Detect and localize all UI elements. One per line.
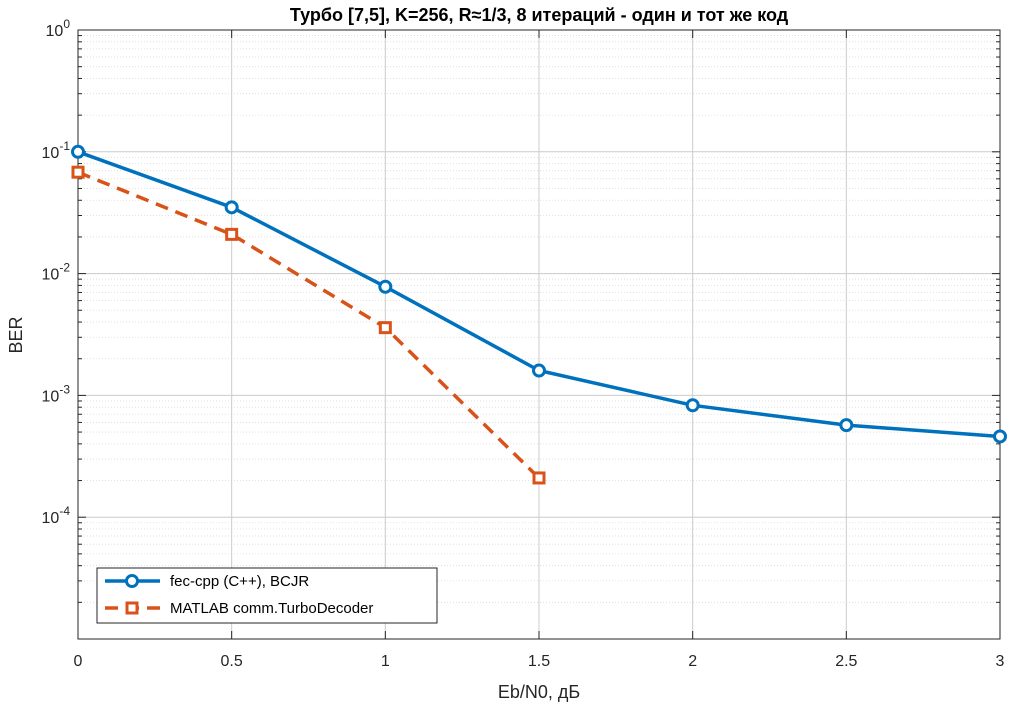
- data-point-1-1: [225, 227, 239, 241]
- x-tick-label: 1.5: [528, 653, 550, 670]
- data-point-1-0: [71, 165, 85, 179]
- x-tick-label: 3: [996, 653, 1005, 670]
- y-tick-label: 10-1: [42, 139, 71, 162]
- x-tick-label: 2.5: [835, 653, 857, 670]
- legend: fec-cpp (C++), BCJR MATLAB comm.TurboDec…: [96, 567, 438, 624]
- series-line-1: [77, 170, 541, 480]
- data-point-0-6: [993, 429, 1007, 444]
- data-point-0-2: [378, 279, 393, 294]
- x-tick-labels: 0 0.5 1 1.5 2 2.5 3: [74, 653, 1005, 670]
- axis-ticks: [77, 29, 1001, 639]
- y-tick-label: 10-3: [42, 382, 71, 405]
- legend-entry-matlab: MATLAB comm.TurboDecoder: [105, 600, 373, 617]
- y-tick-label: 10-2: [42, 261, 71, 284]
- data-point-0-5: [839, 418, 854, 433]
- y-tick-labels: 100 10-1 10-2 10-3 10-4: [42, 17, 71, 527]
- y-axis-label: BER: [6, 316, 26, 353]
- legend-box: [96, 567, 438, 624]
- data-point-1-2: [378, 321, 392, 335]
- x-axis-label: Eb/N0, дБ: [498, 682, 580, 702]
- data-point-0-4: [685, 398, 700, 413]
- chart-title: Турбо [7,5], K=256, R≈1/3, 8 итераций - …: [290, 5, 789, 25]
- data-point-1-3: [532, 471, 546, 485]
- legend-label-fec-cpp: fec-cpp (C++), BCJR: [170, 573, 309, 590]
- x-tick-label: 0.5: [221, 653, 243, 670]
- legend-entry-fec-cpp: fec-cpp (C++), BCJR: [105, 573, 309, 590]
- legend-label-matlab: MATLAB comm.TurboDecoder: [170, 600, 373, 617]
- series-layer: [71, 144, 1007, 485]
- data-point-0-1: [224, 200, 239, 215]
- y-tick-label: 10-4: [42, 504, 71, 527]
- y-tick-label: 100: [46, 17, 71, 40]
- data-point-0-0: [71, 144, 85, 159]
- x-tick-label: 1: [381, 653, 390, 670]
- legend-marker-matlab: [125, 601, 139, 615]
- legend-marker-fec-cpp: [125, 574, 139, 588]
- data-point-0-3: [532, 363, 546, 378]
- x-tick-label: 0: [74, 653, 83, 670]
- x-tick-label: 2: [688, 653, 697, 670]
